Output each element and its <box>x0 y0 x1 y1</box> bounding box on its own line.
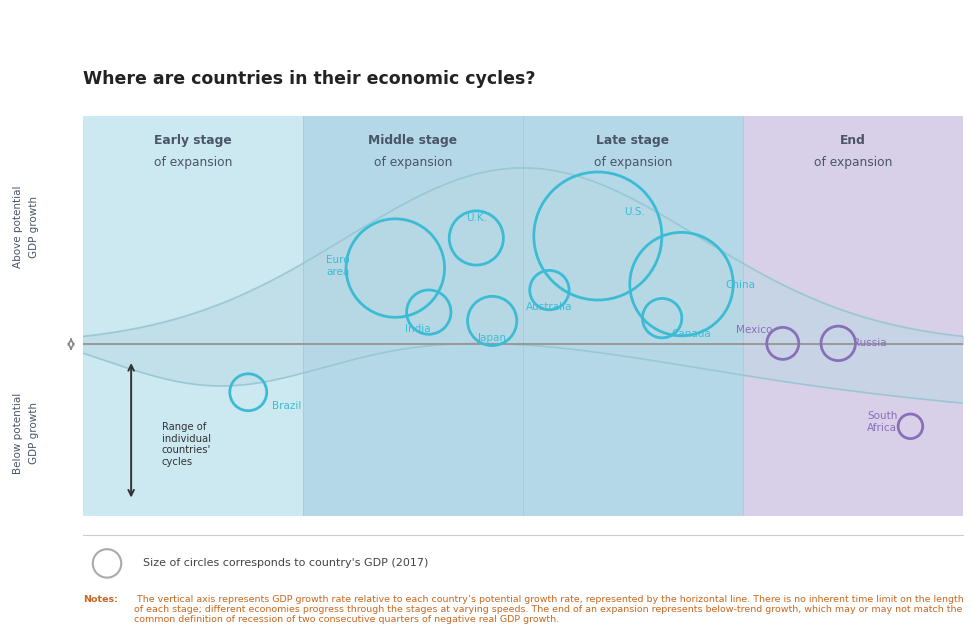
Text: Where are countries in their economic cycles?: Where are countries in their economic cy… <box>83 69 535 88</box>
Text: of expansion: of expansion <box>594 156 672 169</box>
Bar <box>303 116 523 516</box>
Point <box>387 263 403 273</box>
Text: Brazil: Brazil <box>272 401 302 411</box>
Text: Euro
area: Euro area <box>326 255 350 277</box>
Text: The vertical axis represents GDP growth rate relative to each country’s potentia: The vertical axis represents GDP growth … <box>134 595 964 625</box>
Text: GDP growth: GDP growth <box>29 196 39 258</box>
Text: Below potential: Below potential <box>13 393 22 474</box>
Point <box>421 307 437 317</box>
Point <box>830 339 846 349</box>
Text: of expansion: of expansion <box>374 156 452 169</box>
Text: Mexico: Mexico <box>736 325 772 335</box>
Text: Above potential: Above potential <box>13 186 22 268</box>
Text: of expansion: of expansion <box>154 156 232 169</box>
Bar <box>743 116 963 516</box>
Text: Australia: Australia <box>526 302 573 312</box>
Text: Notes:: Notes: <box>83 595 118 603</box>
Text: U.K.: U.K. <box>466 213 486 223</box>
Text: Russia: Russia <box>853 339 886 349</box>
Text: Size of circles corresponds to country's GDP (2017): Size of circles corresponds to country's… <box>143 558 428 568</box>
Point <box>654 313 669 323</box>
Bar <box>83 116 303 516</box>
Text: South
Africa: South Africa <box>867 411 897 433</box>
Point <box>240 387 256 398</box>
Point <box>673 279 689 289</box>
Text: Early stage: Early stage <box>154 134 232 147</box>
Text: Late stage: Late stage <box>596 134 669 147</box>
Text: U.S.: U.S. <box>625 207 645 217</box>
Point <box>469 233 485 243</box>
Text: Japan: Japan <box>478 333 507 343</box>
Text: End: End <box>841 134 866 147</box>
Text: India: India <box>405 324 430 334</box>
Text: Middle stage: Middle stage <box>369 134 457 147</box>
Text: GDP growth: GDP growth <box>29 403 39 464</box>
Point <box>590 231 605 241</box>
Bar <box>523 116 743 516</box>
Text: China: China <box>726 280 755 290</box>
Text: Range of
individual
countries'
cycles: Range of individual countries' cycles <box>162 422 211 467</box>
Point <box>485 316 500 326</box>
Point <box>903 421 919 431</box>
Point <box>775 339 790 349</box>
Point <box>99 558 115 568</box>
Point <box>542 285 558 295</box>
Text: Canada: Canada <box>671 329 710 339</box>
Text: of expansion: of expansion <box>814 156 892 169</box>
